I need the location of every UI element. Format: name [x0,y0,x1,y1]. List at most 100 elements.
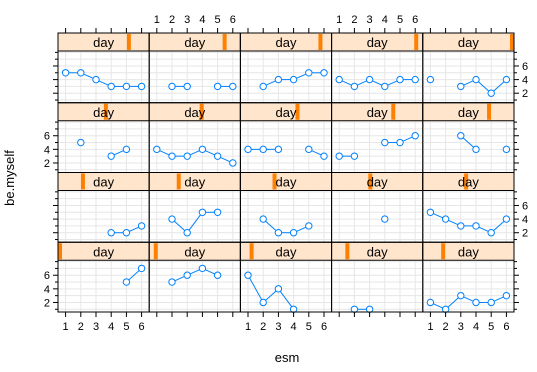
panel-day-7: day [148,172,241,243]
x-tick-label: 4 [199,14,205,26]
x-tick-label: 2 [443,321,449,333]
strip-level-marker [391,103,396,120]
x-axis-label: esm [275,350,300,365]
strip-label: day [367,244,388,259]
data-point [77,69,85,77]
y-tick-label: 4 [44,144,50,156]
axes-layer: 1 2 3 4 5 61 2 3 4 5 61 2 3 4 5 61 2 3 4 5 61 2 3 4 5 62462462462… [44,14,528,333]
x-tick-label: 2 [78,321,84,333]
data-point [137,82,146,91]
data-point [350,82,359,91]
data-point [198,208,207,216]
panel-day-14: day [331,102,424,173]
strip-level-marker [222,34,227,50]
data-point [305,222,313,230]
strip-level-marker [199,103,204,120]
strip-label: day [458,175,479,190]
data-point [320,152,328,160]
data-point [335,75,343,84]
strip-label: day [458,105,479,120]
data-point [244,145,252,154]
strip-level-marker [126,34,131,50]
data-point [441,215,450,223]
data-point [183,82,191,91]
data-point [487,229,495,237]
x-tick-label: 3 [184,14,190,26]
data-point [61,69,70,77]
strip-level-marker [249,243,254,260]
x-tick-label: 1 [154,14,160,26]
data-point [457,132,465,140]
panel-day-11: day [57,102,150,173]
strip-level-marker [464,173,469,190]
data-point [213,271,222,279]
data-point [259,298,267,307]
data-point [244,271,252,279]
data-point [107,152,115,160]
y-tick-label: 6 [44,270,50,282]
data-point [213,208,222,216]
x-tick-label: 6 [412,14,418,26]
data-point [92,75,100,84]
data-point [122,145,131,154]
panel-day-19: day [331,32,424,104]
strip-label: day [367,105,388,120]
panel-frame [422,241,515,313]
data-point [381,82,389,91]
panel-day-5: day [422,241,515,313]
strip-label: day [458,244,479,259]
strip-label: day [367,35,388,50]
data-point [213,152,222,160]
data-point [137,222,146,230]
panel-day-4: day [331,241,424,313]
data-point [183,152,191,160]
data-point [122,229,131,237]
y-tick-label: 4 [522,75,528,87]
data-point [396,75,404,84]
y-tick-label: 4 [44,284,50,296]
panel-day-17: day [148,32,241,104]
x-tick-label: 6 [230,14,236,26]
data-point [274,229,283,237]
y-tick-label: 6 [44,131,50,143]
series-line-segment [186,211,203,234]
strip-label: day [184,35,205,50]
strip-label: day [458,35,479,50]
x-tick-label: 5 [123,321,129,333]
data-point [305,69,313,77]
strip-level-marker [368,173,373,190]
data-point [77,138,85,147]
strip-level-marker [414,34,419,50]
data-point [457,222,465,230]
x-tick-label: 6 [139,321,145,333]
data-point [259,145,267,154]
data-point [198,145,207,154]
x-tick-label: 2 [351,14,357,26]
x-tick-label: 3 [93,321,99,333]
x-tick-label: 3 [275,321,281,333]
data-point [381,138,389,147]
series-line-segment [277,288,295,310]
x-tick-label: 6 [321,321,327,333]
data-point [472,75,480,84]
data-point [213,82,222,91]
strip-level-marker [487,103,492,120]
data-point [411,75,419,84]
x-tick-label: 5 [488,321,494,333]
strip-level-marker [58,243,62,260]
strip-label: day [93,35,114,50]
strip-label: day [276,175,297,190]
data-point [502,75,511,84]
x-tick-label: 1 [427,321,433,333]
x-tick-label: 4 [382,14,388,26]
strip-label: day [276,105,297,120]
strip-label: day [93,105,114,120]
y-tick-label: 6 [522,61,528,73]
data-point [168,152,176,160]
data-point [502,145,511,154]
data-point [198,264,207,273]
strip-label: day [184,244,205,259]
panel-day-13: day [239,102,333,173]
panel-day-20: day [422,32,515,104]
data-point [381,215,389,223]
